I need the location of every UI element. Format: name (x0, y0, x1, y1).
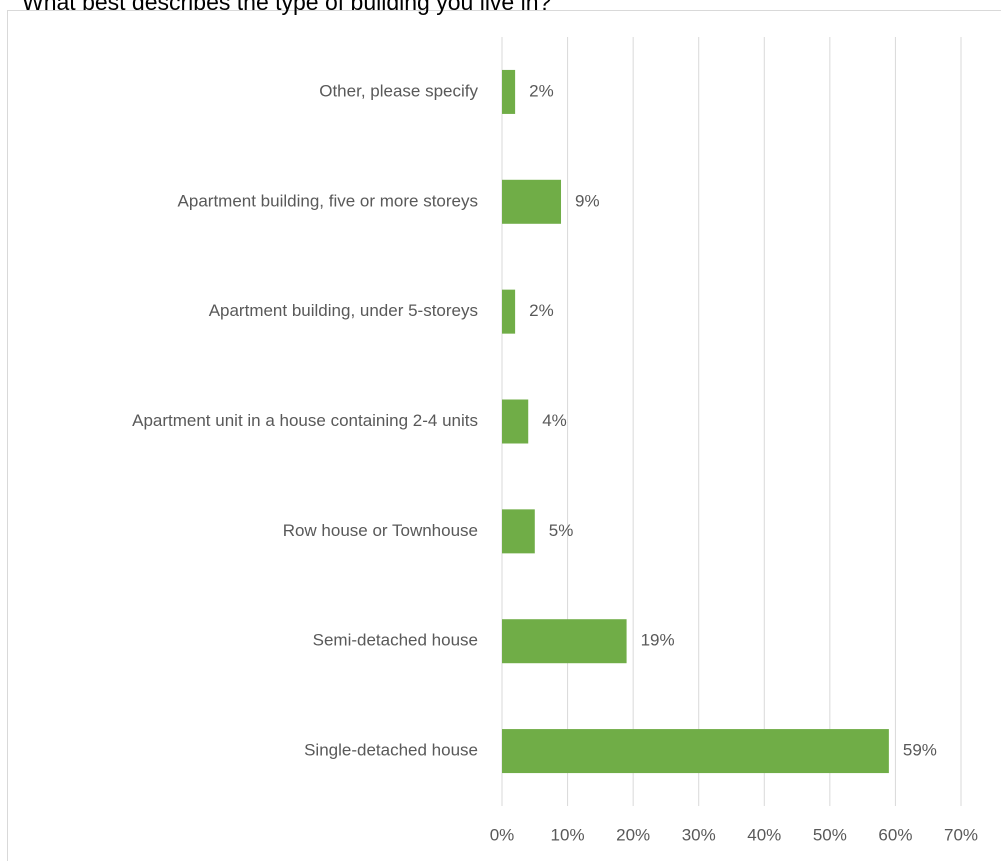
y-tick-label: Row house or Townhouse (283, 521, 478, 540)
data-label: 59% (903, 741, 937, 760)
bar (502, 619, 627, 664)
x-tick-label: 50% (813, 825, 847, 844)
x-tick-label: 30% (682, 825, 716, 844)
data-label: 4% (542, 411, 567, 430)
bar (502, 399, 529, 444)
y-tick-label: Apartment unit in a house containing 2-4… (132, 411, 478, 430)
chart-border (7, 10, 1001, 861)
x-tick-label: 70% (944, 825, 978, 844)
y-tick-label: Single-detached house (304, 741, 478, 760)
bar (502, 179, 562, 224)
x-tick-label: 10% (551, 825, 585, 844)
y-tick-label: Other, please specify (319, 81, 478, 100)
y-tick-label: Apartment building, five or more storeys (178, 191, 478, 210)
x-tick-label: 60% (878, 825, 912, 844)
bar (502, 69, 516, 114)
chart-title: What best describes the type of building… (22, 0, 551, 15)
bar (502, 729, 889, 774)
y-tick-label: Semi-detached house (313, 631, 478, 650)
data-label: 2% (529, 81, 554, 100)
y-tick-label: Apartment building, under 5-storeys (209, 301, 478, 320)
data-label: 19% (641, 631, 675, 650)
bar (502, 509, 535, 554)
x-tick-label: 0% (490, 825, 515, 844)
bar (502, 289, 516, 334)
data-label: 9% (575, 191, 600, 210)
data-label: 2% (529, 301, 554, 320)
data-label: 5% (549, 521, 574, 540)
x-tick-label: 20% (616, 825, 650, 844)
x-tick-label: 40% (747, 825, 781, 844)
